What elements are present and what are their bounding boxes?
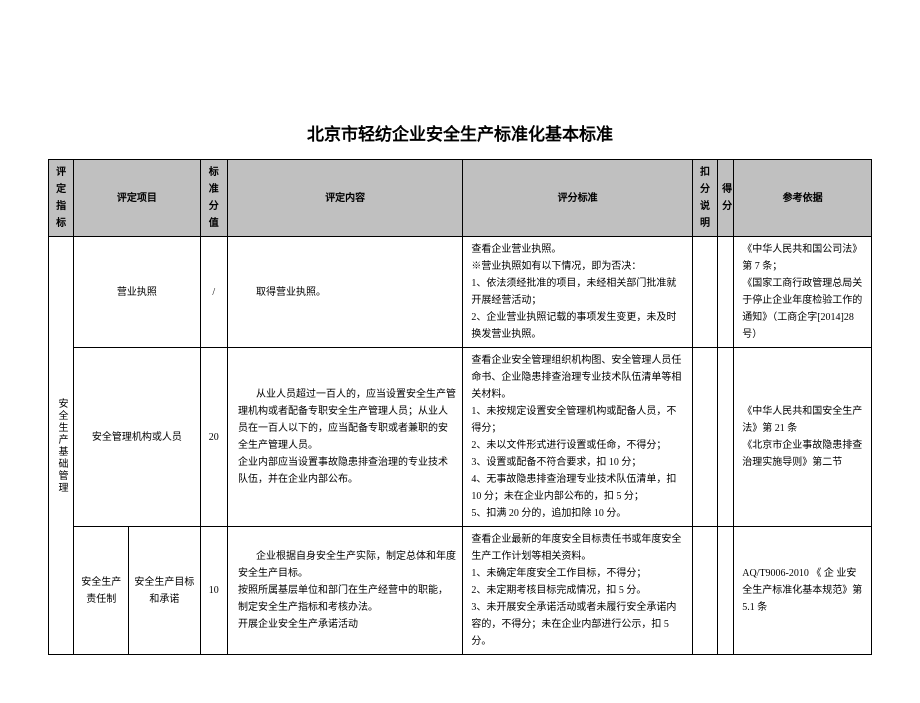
std-score-cell: 10: [200, 527, 228, 655]
content-cell: 从业人员超过一百人的，应当设置安全生产管理机构或者配备专职安全生产管理人员；从业…: [228, 348, 463, 527]
item-cell: 安全管理机构或人员: [74, 348, 200, 527]
deduction-cell: [692, 348, 717, 527]
criteria-cell: 查看企业营业执照。 ※营业执照如有以下情况，即为否决： 1、依法须经批准的项目，…: [463, 237, 693, 348]
standards-table: 评定指标 评定项目 标准分值 评定内容 评分标准 扣分说明 得分 参考依据 安全…: [48, 159, 872, 655]
th-deduction: 扣分说明: [692, 160, 717, 237]
indicator-cell: 安全生产基础管理: [49, 237, 74, 655]
th-criteria: 评分标准: [463, 160, 693, 237]
item-cell: 营业执照: [74, 237, 200, 348]
table-row: 安全生产基础管理 营业执照 / 取得营业执照。 查看企业营业执照。 ※营业执照如…: [49, 237, 872, 348]
std-score-cell: /: [200, 237, 228, 348]
th-std-score: 标准分值: [200, 160, 228, 237]
content-cell: 企业根据自身安全生产实际，制定总体和年度安全生产目标。 按照所属基层单位和部门在…: [228, 527, 463, 655]
th-reference: 参考依据: [734, 160, 872, 237]
criteria-cell: 查看企业安全管理组织机构图、安全管理人员任命书、企业隐患排查治理专业技术队伍清单…: [463, 348, 693, 527]
deduction-cell: [692, 237, 717, 348]
score-cell: [718, 348, 734, 527]
score-cell: [718, 237, 734, 348]
document-page: 北京市轻纺企业安全生产标准化基本标准 评定指标 评定项目 标准分值 评定内容 评…: [0, 0, 920, 703]
indicator-label: 安全生产基础管理: [53, 398, 70, 494]
content-cell: 取得营业执照。: [228, 237, 463, 348]
score-cell: [718, 527, 734, 655]
reference-cell: 《中华人民共和国安全生产法》第 21 条 《北京市企业事故隐患排查治理实施导则》…: [734, 348, 872, 527]
item-cell-b: 安全生产目标和承诺: [129, 527, 200, 655]
criteria-cell: 查看企业最新的年度安全目标责任书或年度安全生产工作计划等相关资料。 1、未确定年…: [463, 527, 693, 655]
reference-cell: 《中华人民共和国公司法》第 7 条； 《国家工商行政管理总局关于停止企业年度检验…: [734, 237, 872, 348]
document-title: 北京市轻纺企业安全生产标准化基本标准: [48, 120, 872, 145]
reference-cell: AQ/T9006-2010 《 企 业安全生产标准化基本规范》第 5.1 条: [734, 527, 872, 655]
deduction-cell: [692, 527, 717, 655]
table-row: 安全生产责任制 安全生产目标和承诺 10 企业根据自身安全生产实际，制定总体和年…: [49, 527, 872, 655]
th-score: 得分: [718, 160, 734, 237]
table-row: 安全管理机构或人员 20 从业人员超过一百人的，应当设置安全生产管理机构或者配备…: [49, 348, 872, 527]
th-item: 评定项目: [74, 160, 200, 237]
item-cell-a: 安全生产责任制: [74, 527, 129, 655]
std-score-cell: 20: [200, 348, 228, 527]
th-indicator: 评定指标: [49, 160, 74, 237]
table-header: 评定指标 评定项目 标准分值 评定内容 评分标准 扣分说明 得分 参考依据: [49, 160, 872, 237]
th-content: 评定内容: [228, 160, 463, 237]
